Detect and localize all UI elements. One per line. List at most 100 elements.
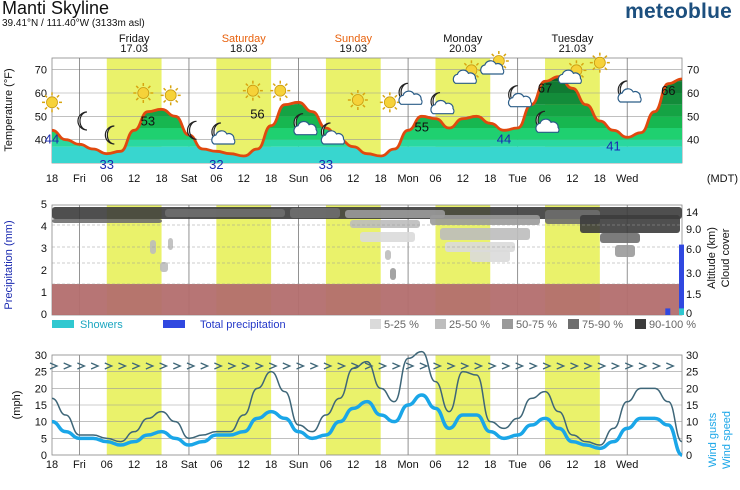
location-title: Manti Skyline — [2, 0, 110, 18]
cloud-layer — [360, 232, 415, 242]
sun-ray — [175, 87, 179, 91]
sun-ray — [362, 92, 366, 96]
time-tick-label: Tue — [508, 173, 527, 185]
wind-direction-arrow — [200, 362, 210, 370]
sun-ray — [463, 62, 468, 66]
temperature-value-label: 33 — [319, 157, 333, 172]
wind-tick-label-right: 5 — [686, 433, 692, 445]
time-tick-label: 12 — [128, 459, 140, 471]
altitude-axis-label: Altitude (km) — [706, 227, 718, 289]
time-tick-label: Wed — [616, 459, 638, 471]
wind-direction-arrow — [474, 362, 484, 370]
altitude-tick-label: 9.0 — [686, 224, 701, 236]
temperature-tick-label-right: 40 — [687, 135, 699, 147]
time-tick-label: 12 — [347, 173, 359, 185]
sun-disc — [137, 87, 150, 99]
wind-speed-axis-label: Wind speed — [721, 411, 733, 469]
wind-direction-arrow — [186, 362, 196, 370]
time-tick-label: 12 — [457, 459, 469, 471]
sun-ray — [503, 65, 507, 69]
temperature-value-label: 41 — [606, 138, 620, 153]
day-date-label: 20.03 — [449, 43, 477, 55]
legend-swatch-cloudcover — [435, 319, 446, 329]
altitude-tick-label: 6.0 — [686, 244, 701, 256]
sun-icon — [160, 85, 181, 106]
sun-disc — [351, 94, 364, 106]
wind-tick-label-left: 0 — [41, 450, 47, 462]
cloud-shape — [535, 118, 560, 133]
cloud-layer — [165, 209, 285, 217]
moon-cloud-icon — [398, 82, 423, 105]
legend-swatch-showers — [52, 320, 74, 328]
day-name-label: Saturday — [222, 33, 267, 45]
precip-tick-label: 2 — [41, 265, 47, 277]
wind-direction-arrow — [282, 362, 292, 370]
cloud-layer — [350, 220, 420, 228]
sun-ray — [350, 92, 354, 96]
sun-disc — [164, 89, 177, 102]
cloud-layer — [160, 262, 168, 272]
wind-direction-arrow — [378, 362, 388, 370]
moon-cloud-icon — [507, 85, 533, 108]
precip-tick-label: 0 — [41, 309, 47, 321]
wind-tick-label-left: 10 — [35, 417, 47, 429]
brand-logo[interactable]: meteoblue — [625, 0, 732, 23]
wind-direction-arrow — [570, 362, 580, 370]
legend-label-total: Total precipitation — [200, 319, 286, 331]
time-tick-label: 12 — [238, 459, 250, 471]
wind-direction-arrow — [159, 362, 169, 370]
sun-ray — [382, 94, 386, 98]
sun-ray — [362, 104, 366, 108]
temperature-tick-label-left: 70 — [35, 65, 47, 77]
cloud-shape — [398, 90, 423, 105]
time-tick-label: Sat — [181, 459, 198, 471]
temperature-tick-label-right: 60 — [687, 88, 699, 100]
wind-direction-arrow — [501, 362, 511, 370]
legend-swatch-cloudcover — [568, 319, 579, 329]
time-tick-label: Sun — [289, 459, 309, 471]
cloud-layer — [345, 210, 445, 218]
sun-ray — [503, 53, 507, 57]
wind-direction-arrow — [131, 362, 141, 370]
total-precip-bar — [679, 244, 684, 315]
wind-direction-arrow — [296, 362, 306, 370]
precip-tick-label: 5 — [41, 199, 47, 211]
precip-tick-label: 4 — [41, 221, 47, 233]
sun-cloud-icon — [480, 51, 509, 75]
wind-direction-arrow — [255, 362, 265, 370]
cloud-shape — [293, 120, 318, 136]
sun-ray — [245, 83, 249, 87]
sun-ray — [245, 95, 249, 99]
moon-cloud-icon — [535, 110, 560, 133]
moon-icon — [77, 111, 88, 131]
temperature-value-label: 55 — [415, 120, 429, 135]
wind-direction-arrow — [104, 362, 114, 370]
sun-icon — [589, 52, 610, 73]
sun-ray — [350, 104, 354, 108]
wind-direction-arrow — [529, 362, 538, 370]
temperature-tick-label-left: 40 — [35, 135, 47, 147]
time-tick-label: 06 — [101, 459, 113, 471]
wind-direction-arrow — [351, 362, 360, 370]
cloud-shape — [211, 130, 236, 145]
cloud-layer — [52, 219, 162, 223]
wind-tick-label-left: 25 — [35, 367, 47, 379]
cloud-layer — [600, 233, 640, 243]
sun-ray — [44, 106, 48, 110]
sun-icon — [347, 90, 368, 110]
wind-direction-arrow — [446, 362, 456, 370]
legend-swatch-cloudcover — [502, 319, 513, 329]
wind-tick-label-left: 20 — [35, 383, 47, 395]
wind-direction-arrow — [309, 362, 319, 370]
altitude-tick-label: 3.0 — [686, 268, 701, 280]
showers-bar — [679, 308, 684, 315]
sun-ray — [147, 85, 151, 89]
time-tick-label: 12 — [457, 173, 469, 185]
sun-ray — [163, 99, 167, 103]
cloud-shape — [452, 69, 477, 84]
wind-tick-label-right: 10 — [686, 417, 698, 429]
day-name-label: Tuesday — [552, 33, 594, 45]
wind-direction-arrow — [515, 362, 525, 370]
legend-label-cloudcover: 75-90 % — [582, 319, 623, 331]
